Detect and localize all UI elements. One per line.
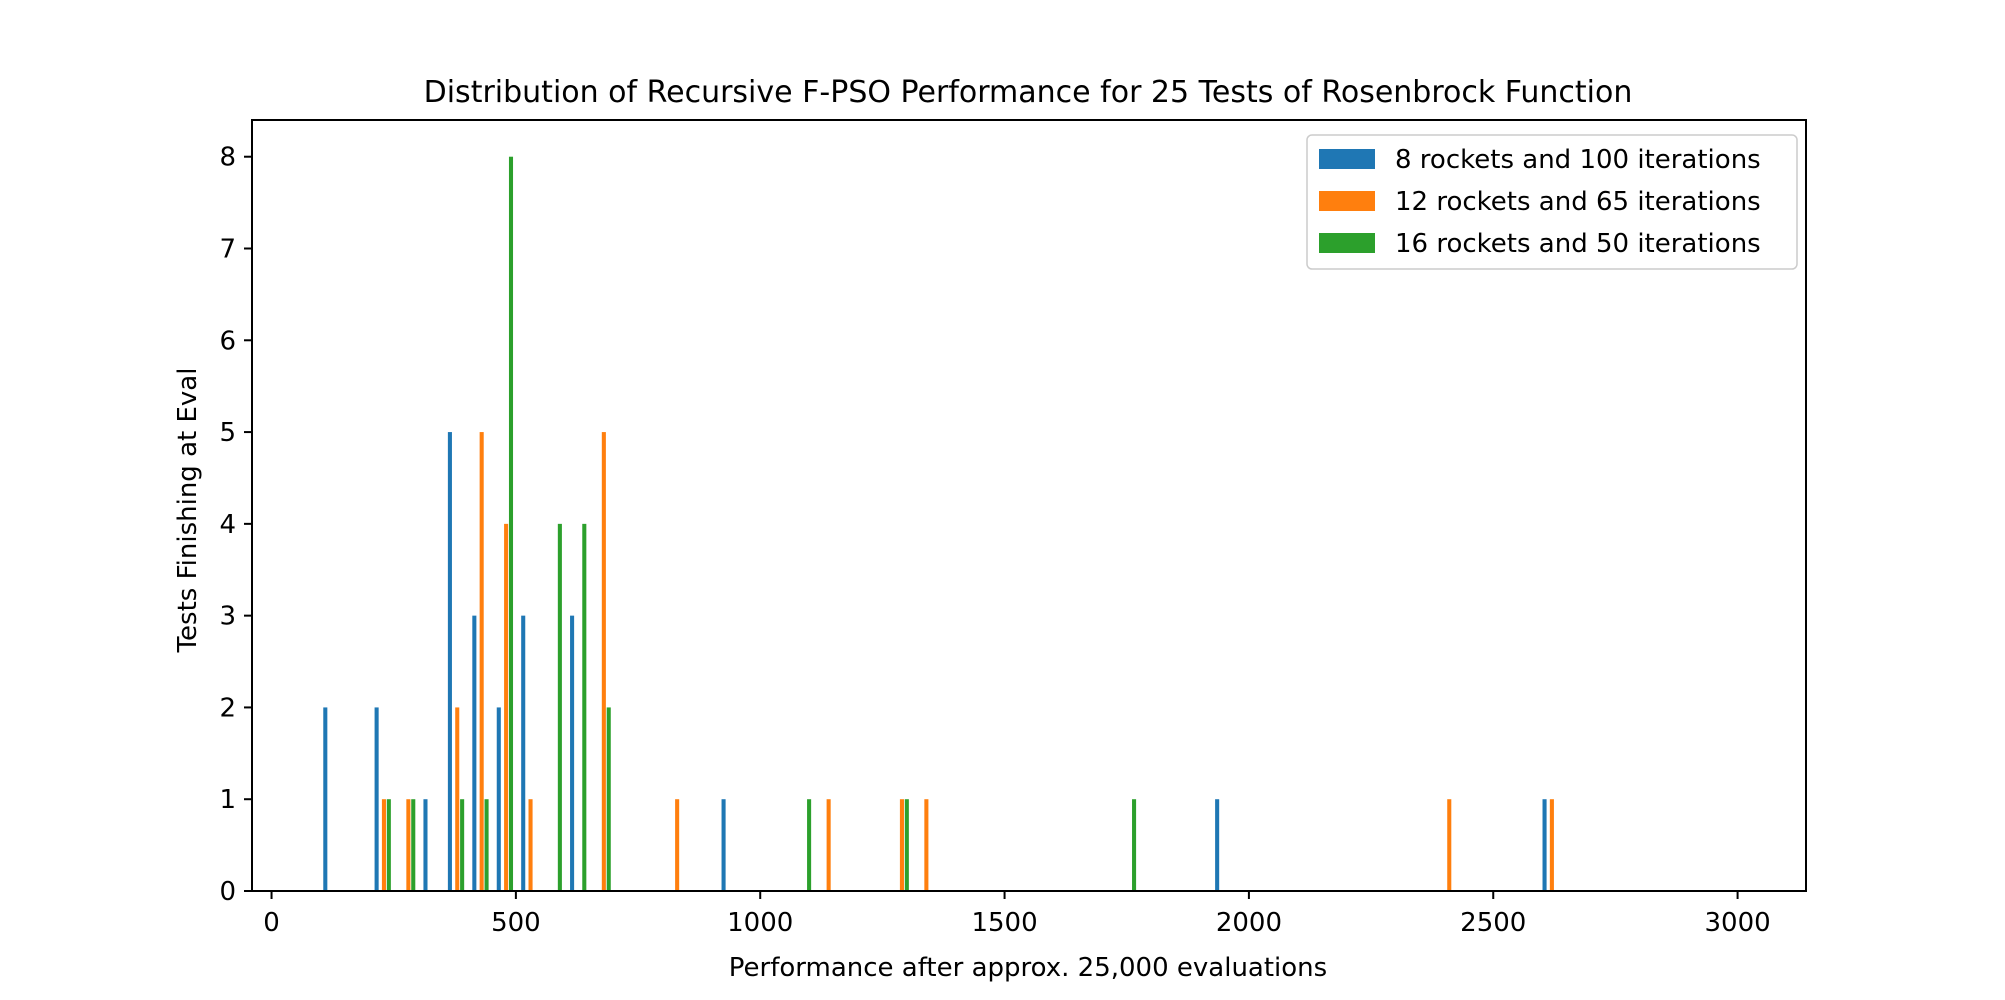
legend-swatch-3 (1319, 233, 1375, 253)
y-tick-label-2: 2 (219, 693, 236, 723)
y-tick-label-8: 8 (219, 143, 236, 173)
bar-series-3-10 (904, 799, 909, 891)
x-axis-label: Performance after approx. 25,000 evaluat… (729, 953, 1327, 983)
bar-series-3-8 (606, 707, 611, 891)
y-tick-label-0: 0 (219, 877, 236, 907)
legend: 8 rockets and 100 iterations 12 rockets a… (1306, 134, 1798, 270)
bar-series-1-5 (472, 615, 477, 891)
bar-series-2-7 (601, 432, 606, 891)
x-tick-label-0: 0 (263, 908, 280, 938)
x-tick-label-2000: 2000 (1216, 908, 1282, 938)
bar-series-3-1 (386, 799, 391, 891)
bar-series-2-6 (528, 799, 533, 891)
y-tick-label-3: 3 (219, 602, 236, 632)
y-tick-label-5: 5 (219, 418, 236, 448)
bar-series-2-3 (455, 707, 460, 891)
x-tick-label-1000: 1000 (727, 908, 793, 938)
bar-series-1-9 (721, 799, 726, 891)
bar-series-3-11 (1132, 799, 1137, 891)
bar-series-3-7 (582, 523, 587, 891)
bar-series-2-12 (1447, 799, 1452, 891)
bar-series-1-11 (1542, 799, 1547, 891)
bar-series-3-2 (411, 799, 416, 891)
legend-swatch-1 (1319, 149, 1375, 169)
bar-series-1-4 (447, 432, 452, 891)
bars-layer (323, 156, 1554, 891)
legend-label-3: 16 rockets and 50 iterations (1395, 229, 1761, 259)
y-tick-label-6: 6 (219, 326, 236, 356)
bar-series-1-6 (496, 707, 501, 891)
legend-box (1306, 134, 1798, 270)
x-tick-label-2500: 2500 (1460, 908, 1526, 938)
bar-series-2-13 (1549, 799, 1554, 891)
x-axis-ticks: 0 500 1000 1500 2000 2500 3000 (263, 891, 1771, 938)
bar-series-2-10 (899, 799, 904, 891)
plot-frame (251, 119, 1807, 892)
x-tick-label-3000: 3000 (1704, 908, 1770, 938)
bar-series-1-1 (323, 707, 328, 891)
bar-series-2-5 (504, 523, 509, 891)
bar-series-2-8 (675, 799, 680, 891)
bar-series-3-6 (557, 523, 562, 891)
bar-series-3-4 (484, 799, 489, 891)
bar-series-1-3 (423, 799, 428, 891)
y-axis-ticks: 0 1 2 3 4 5 6 7 8 (219, 143, 252, 907)
bar-series-2-2 (406, 799, 411, 891)
legend-label-1: 8 rockets and 100 iterations (1395, 145, 1761, 175)
y-tick-label-1: 1 (219, 785, 236, 815)
y-axis-label: Tests Finishing at Eval (173, 368, 203, 654)
bar-series-1-2 (374, 707, 379, 891)
bar-series-3-9 (807, 799, 812, 891)
bar-series-1-7 (521, 615, 526, 891)
bar-series-2-9 (826, 799, 831, 891)
y-tick-label-7: 7 (219, 235, 236, 265)
bar-series-2-4 (479, 432, 484, 891)
y-tick-label-4: 4 (219, 510, 236, 540)
bar-series-1-10 (1215, 799, 1220, 891)
bar-series-1-8 (570, 615, 575, 891)
bar-series-2-1 (381, 799, 386, 891)
legend-label-2: 12 rockets and 65 iterations (1395, 187, 1761, 217)
chart-title: Distribution of Recursive F-PSO Performa… (424, 75, 1633, 110)
bar-series-2-11 (924, 799, 929, 891)
x-tick-label-1500: 1500 (971, 908, 1037, 938)
bar-series-3-5 (508, 156, 514, 891)
x-tick-label-500: 500 (491, 908, 541, 938)
legend-swatch-2 (1319, 191, 1375, 211)
bar-series-3-3 (460, 799, 465, 891)
